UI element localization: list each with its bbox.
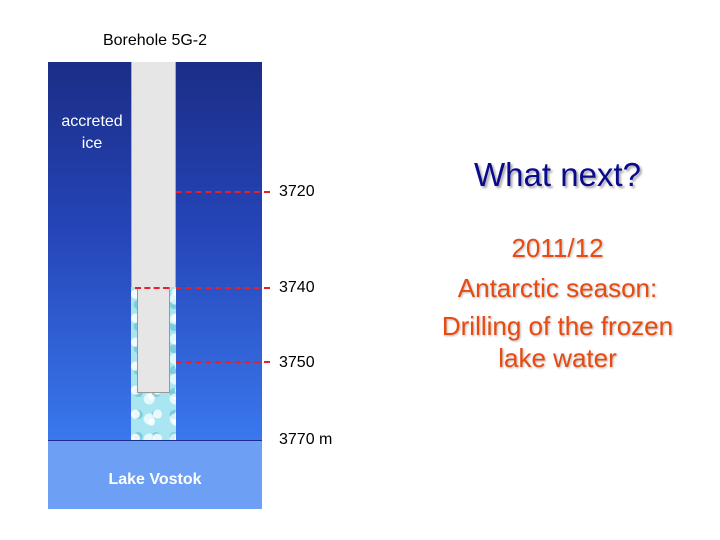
- depth-label-3770: 3770 m: [279, 431, 333, 448]
- depth-label-3720: 3720: [279, 183, 315, 200]
- depth-label-3740: 3740: [279, 279, 315, 296]
- depth-marker-3750: [176, 361, 270, 363]
- accreted-ice-label: accreted ice: [48, 111, 136, 155]
- slide-heading: What next?: [474, 156, 641, 193]
- depth-label-3750: 3750: [279, 354, 315, 371]
- depth-marker-3740: [176, 287, 270, 289]
- body-line-1: 2011/12: [511, 233, 604, 263]
- accreted-ice-column: accreted ice: [48, 62, 262, 440]
- core-tube: [137, 287, 170, 393]
- body-line-4: lake water: [498, 343, 617, 373]
- ice-label-line1: accreted: [61, 113, 123, 130]
- depth-marker-3740-left: [135, 287, 169, 289]
- borehole-title: Borehole 5G-2: [102, 32, 208, 49]
- body-line-2: Antarctic season:: [457, 273, 658, 303]
- ice-label-line2: ice: [81, 135, 103, 152]
- lake-label: Lake Vostok: [108, 471, 202, 488]
- lake-vostok: Lake Vostok: [48, 440, 262, 509]
- body-line-3: Drilling of the frozen: [441, 311, 674, 341]
- depth-marker-3720: [176, 191, 270, 193]
- borehole-shaft: [131, 62, 176, 287]
